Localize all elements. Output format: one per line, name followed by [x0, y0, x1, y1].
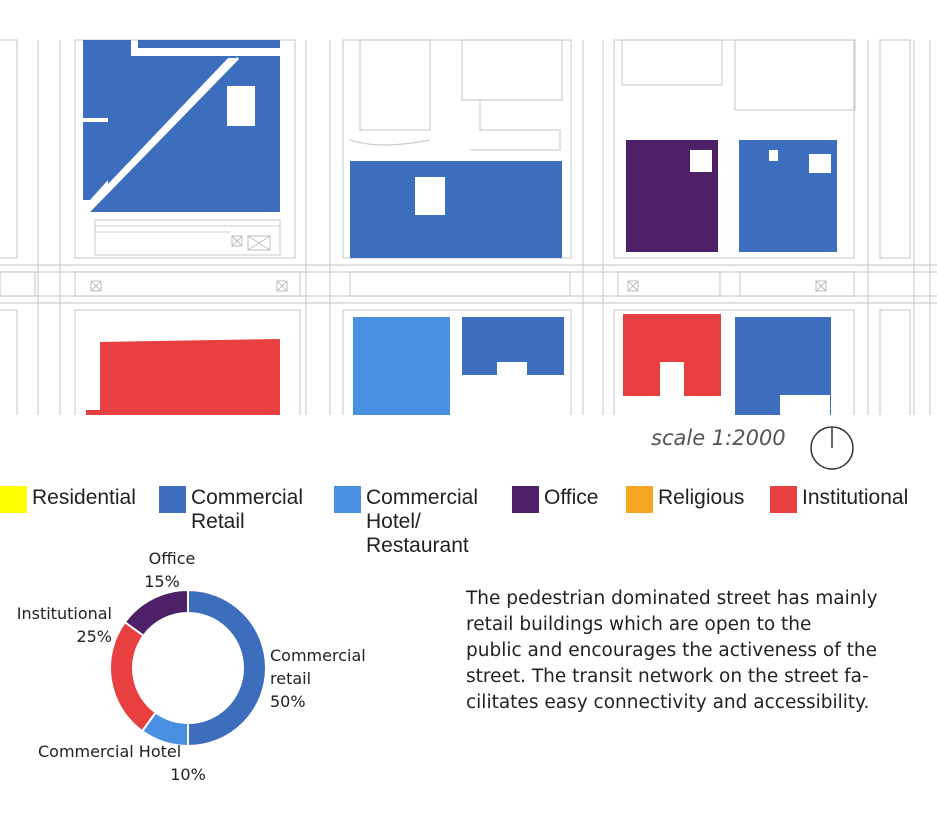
- description-line: retail buildings which are open to the: [466, 614, 812, 635]
- block-outline: [74, 309, 301, 415]
- donut-slice-label: Institutional 25%: [17, 604, 112, 646]
- land-use-map: [0, 39, 937, 415]
- description-line: cilitates easy connectivity and accessib…: [466, 692, 870, 713]
- block-outline: [879, 39, 911, 259]
- description-text: The pedestrian dominated street has main…: [466, 586, 934, 716]
- donut-slice-label: Commercial retail 50%: [270, 646, 366, 711]
- north-arrow-icon: [810, 426, 854, 470]
- donut-slice: [109, 620, 158, 733]
- land-use-commercial-retail: [83, 40, 837, 415]
- legend-label: Commercial Retail: [191, 486, 304, 533]
- legend-swatch: [0, 486, 27, 513]
- description-line: public and encourages the activeness of …: [466, 640, 877, 661]
- description-line: The pedestrian dominated street has main…: [466, 588, 878, 609]
- legend-swatch: [626, 486, 653, 513]
- block-outline: [879, 309, 911, 415]
- legend-item-commercial-retail: Commercial Retail: [159, 486, 303, 534]
- land-use-commercial-hotel: [353, 317, 450, 415]
- block-outline: [0, 39, 18, 259]
- donut-slice-label: Office 15%: [144, 549, 195, 591]
- legend-item-commercial-hotel: Commercial Hotel/ Restaurant: [334, 486, 478, 558]
- donut-slice: [123, 588, 189, 638]
- legend-item-residential: Residential: [0, 486, 136, 513]
- legend-label: Religious: [658, 486, 745, 509]
- land-use-institutional: [86, 314, 721, 415]
- donut-slice-label: Commercial Hotel 10%: [38, 742, 206, 784]
- block-outline: [613, 39, 855, 259]
- legend-label: Commercial Hotel/ Restaurant: [366, 486, 479, 557]
- legend-label: Residential: [32, 486, 136, 509]
- land-use-donut-chart: Commercial retail 50% Commercial Hotel 10% In…: [17, 549, 366, 784]
- legend-swatch: [159, 486, 186, 513]
- block-outline: [342, 309, 572, 415]
- legend-item-institutional: Institutional: [770, 486, 908, 513]
- legend-swatch: [770, 486, 797, 513]
- legend-item-office: Office: [512, 486, 598, 513]
- legend-label: Office: [544, 486, 599, 509]
- description-line: street. The transit network on the stree…: [466, 666, 869, 687]
- block-outline: [613, 309, 855, 415]
- legend: Residential Commercial Retail Commercial…: [0, 486, 937, 566]
- legend-label: Institutional: [802, 486, 909, 509]
- legend-item-religious: Religious: [626, 486, 744, 513]
- block-outline: [0, 309, 18, 415]
- land-use-office: [626, 140, 718, 252]
- scale-label: scale 1:2000: [651, 426, 786, 450]
- legend-swatch: [334, 486, 361, 513]
- donut-slice: [187, 588, 267, 748]
- legend-swatch: [512, 486, 539, 513]
